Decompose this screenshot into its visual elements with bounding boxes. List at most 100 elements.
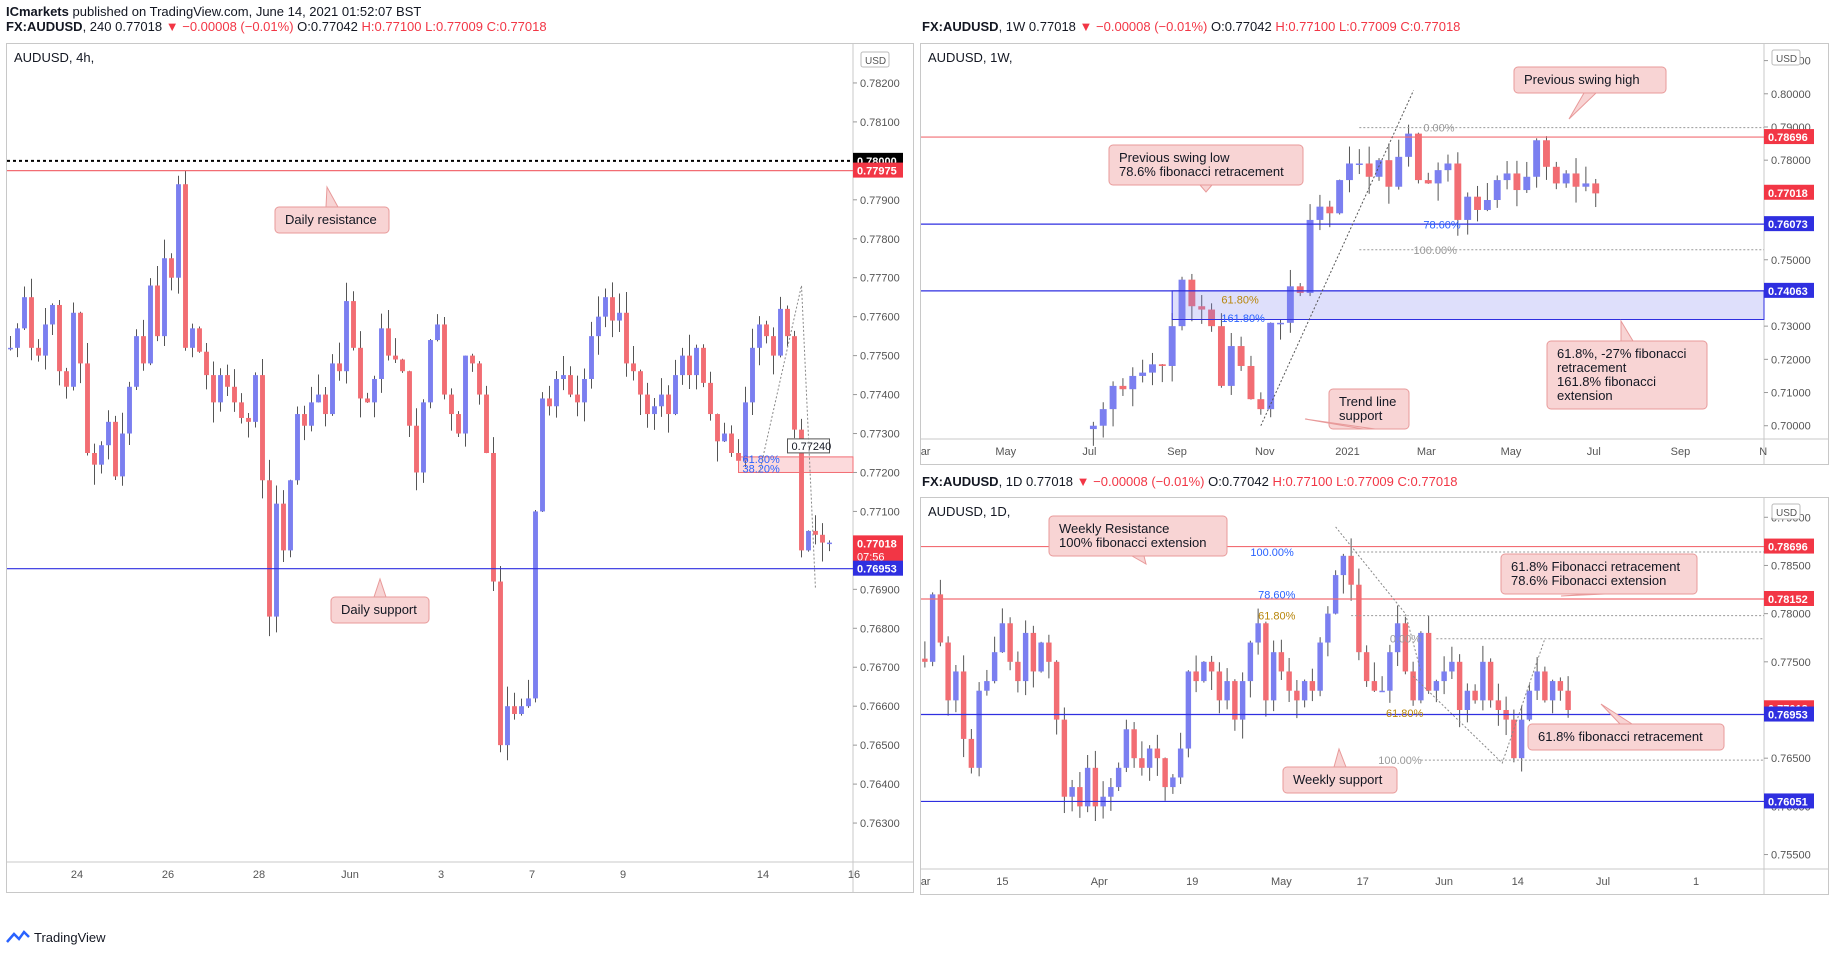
candle	[820, 523, 825, 562]
annotation-swing-high: Previous swing high	[1513, 66, 1667, 120]
candle	[232, 369, 237, 412]
chart-canvas-4h[interactable]: 0.78200 0.78100 0.77900 0.77800 0.77700 0.776…	[7, 44, 913, 892]
candle-body	[568, 375, 573, 395]
time-tick-label: Sep	[1671, 446, 1691, 458]
candle	[1208, 655, 1215, 690]
candle-body	[400, 359, 405, 372]
candle	[715, 413, 720, 462]
chart-panel-daily[interactable]: 0.790000.785000.780000.775000.770000.765…	[920, 497, 1829, 895]
candle-body	[1385, 160, 1393, 187]
candle-body	[1188, 279, 1196, 307]
fib-level-label: 100.00%	[1378, 755, 1422, 767]
candle-body	[1533, 140, 1541, 177]
candle-body	[1487, 661, 1494, 701]
candle	[568, 366, 573, 398]
time-tick-label: Nov	[1255, 446, 1275, 458]
time-tick-label: Mar	[1417, 446, 1436, 458]
annotation-text: Weekly Resistance	[1059, 521, 1169, 536]
price-label-bg	[1764, 282, 1814, 298]
candle-body	[937, 594, 944, 643]
fib-zone-box	[1171, 290, 1765, 321]
candle-body	[50, 304, 55, 325]
candle	[512, 692, 517, 720]
ohlc-high: H:0.77100	[1275, 19, 1336, 34]
candle-body	[1449, 661, 1455, 672]
annotation-text: 61.8%, -27% fibonacci	[1557, 346, 1686, 361]
candle-body	[1294, 690, 1300, 701]
time-tick-label: 9	[620, 869, 626, 881]
candle	[666, 385, 671, 433]
candle	[1414, 132, 1422, 184]
candle	[1077, 772, 1083, 818]
candle	[204, 343, 209, 390]
candle	[589, 321, 594, 389]
candle	[1379, 676, 1385, 693]
chart-title: AUDUSD, 4h,	[14, 50, 95, 65]
candle-body	[1592, 183, 1600, 194]
price-label: 0.74063	[1768, 286, 1808, 298]
candle	[505, 686, 510, 761]
candle-body	[743, 402, 748, 461]
candle-body	[365, 398, 370, 403]
candle	[1109, 381, 1117, 427]
candle-body	[1247, 365, 1255, 400]
price-box-label: 0.77240	[792, 441, 832, 453]
candle	[491, 437, 496, 592]
symbol-line-h4: FX:AUDUSD, 240 0.77018 ▼ −0.00008 (−0.01…	[6, 19, 547, 34]
price-tick-label: 0.76400	[860, 779, 900, 791]
candle-body	[785, 308, 790, 337]
price-tick-label: 0.77500	[1771, 657, 1811, 669]
annotation-text: 78.6% fibonacci retracement	[1119, 164, 1284, 179]
candle-body	[456, 414, 461, 434]
candle	[1247, 640, 1254, 698]
candle	[1405, 124, 1413, 167]
candle	[1375, 158, 1383, 181]
candle	[1444, 154, 1452, 182]
candle	[575, 375, 580, 417]
price-label: 0.77018	[1768, 188, 1808, 200]
candle	[50, 303, 55, 335]
candle	[1394, 605, 1401, 667]
chart-canvas-daily[interactable]: 0.790000.785000.780000.775000.770000.765…	[921, 498, 1828, 894]
candle-body	[120, 433, 125, 477]
candle	[316, 374, 321, 403]
candle-body	[1168, 326, 1176, 366]
price-label: 0.78696	[1768, 542, 1808, 554]
chart-panel-weekly[interactable]: 0.810000.800000.790000.780000.770000.760…	[920, 43, 1829, 465]
candle	[1365, 146, 1373, 194]
annotation-daily-resistance: Daily resistance	[274, 185, 390, 234]
candle	[1277, 319, 1284, 340]
candle-body	[435, 324, 440, 341]
candle	[43, 308, 48, 370]
candle-body	[519, 706, 524, 714]
candle	[421, 399, 426, 483]
candle-body	[526, 698, 531, 707]
candle-body	[1301, 681, 1308, 701]
candle	[1201, 661, 1207, 683]
currency-badge	[860, 51, 890, 68]
annotation-text: extension	[1557, 388, 1613, 403]
candle	[1582, 166, 1590, 192]
candle	[162, 239, 167, 347]
annotation-text: Previous swing high	[1524, 72, 1640, 87]
candle	[470, 353, 475, 372]
candle-body	[1108, 787, 1114, 797]
chart-canvas-weekly[interactable]: 0.810000.800000.790000.780000.770000.760…	[921, 44, 1828, 464]
candle-body	[106, 421, 111, 446]
candle	[1503, 696, 1509, 736]
candle-body	[1089, 425, 1097, 430]
candle-body	[78, 312, 83, 364]
chart-panel-4h[interactable]: 0.78200 0.78100 0.77900 0.77800 0.77700 0.776…	[6, 43, 914, 893]
price-label-bg	[1764, 793, 1814, 809]
candle	[1168, 313, 1176, 382]
fib-level-label: 0.00%	[1423, 123, 1454, 135]
price-label: 0.78696	[1768, 132, 1808, 144]
candle	[1069, 779, 1075, 812]
candle	[582, 368, 587, 422]
price-label: 0.76953	[857, 564, 897, 576]
candle-body	[722, 433, 727, 442]
candle	[1325, 606, 1331, 657]
chart-plot: 0.810000.800000.790000.780000.770000.760…	[921, 44, 1828, 464]
candle	[1149, 352, 1156, 386]
